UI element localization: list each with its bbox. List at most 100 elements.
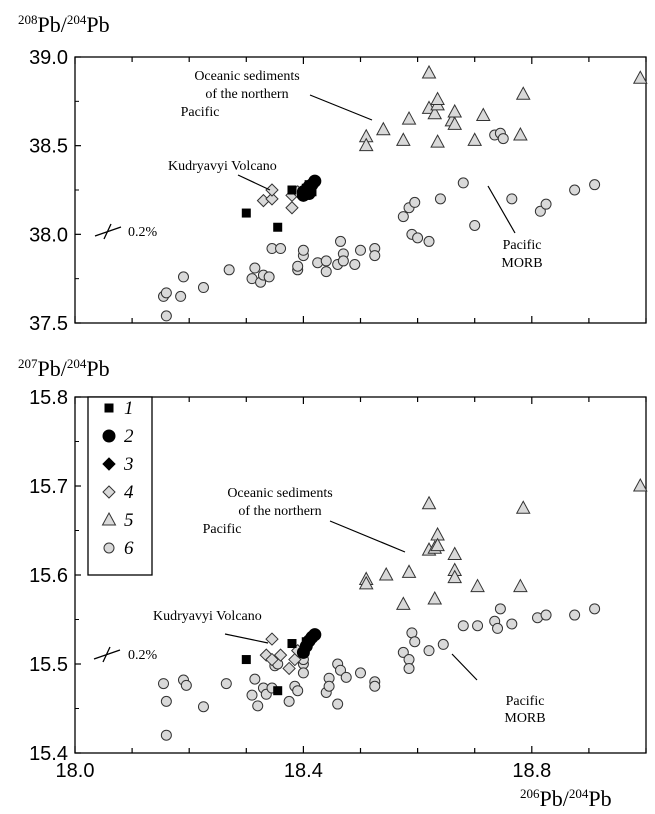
- top-point-series-5: [632, 70, 648, 84]
- bottom-point-series-5: [447, 546, 463, 561]
- bottom-point-series-5: [513, 578, 528, 593]
- top-annot-sediments-1: Oceanic sediments: [194, 69, 299, 84]
- top-point-series-5: [430, 134, 445, 148]
- bottom-point-series-6: [180, 679, 192, 691]
- bottom-point-series-6: [589, 603, 601, 615]
- top-point-series-6: [457, 177, 469, 189]
- top-point-series-6: [349, 258, 361, 270]
- bottom-point-series-6: [220, 678, 232, 690]
- bottom-point-series-6: [246, 689, 258, 701]
- bottom-point-series-6: [292, 685, 304, 697]
- top-point-series-5: [427, 105, 443, 120]
- bottom-point-series-6: [297, 667, 309, 679]
- bottom-point-series-5: [427, 590, 443, 605]
- top-point-series-6: [335, 235, 347, 247]
- bottom-panel: 207Pb/204Pb 15.4 15.5 15.6 15.7 15.8 18.0 18.…: [18, 356, 648, 811]
- top-point-series-6: [397, 211, 409, 223]
- bottom-annot-kudryavyi: Kudryavyi Volcano: [153, 609, 262, 624]
- top-point-series-5: [515, 86, 531, 100]
- bottom-point-series-6: [409, 636, 421, 648]
- bottom-point-series-6: [197, 701, 209, 713]
- bottom-point-series-6: [494, 603, 506, 615]
- bottom-point-series-6: [569, 609, 581, 621]
- legend-label-6: 6: [124, 538, 134, 559]
- bottom-error-bar-tick: [102, 646, 111, 663]
- top-point-series-6: [589, 179, 601, 191]
- legend-marker-5: [101, 511, 117, 526]
- top-point-series-1: [273, 222, 283, 232]
- top-point-series-6: [540, 198, 552, 210]
- top-annot-sediments-2: of the northern: [205, 87, 288, 102]
- bottom-point-series-5: [421, 495, 437, 510]
- legend-label-4: 4: [124, 482, 134, 503]
- bottom-annot-sediments-2: of the northern: [238, 504, 321, 519]
- top-point-series-6: [569, 184, 581, 196]
- top-point-series-4: [265, 192, 279, 206]
- bottom-point-series-6: [160, 695, 172, 707]
- bottom-point-series-6: [457, 620, 469, 632]
- top-ytick-label: 39.0: [29, 47, 68, 69]
- legend-label-3: 3: [123, 454, 134, 475]
- bottom-point-series-5: [447, 569, 463, 584]
- bottom-annot-morb-2: MORB: [504, 711, 545, 726]
- bottom-point-series-1: [273, 686, 283, 696]
- top-annot-sediments-3: Pacific: [181, 105, 220, 120]
- top-point-series-6: [197, 282, 209, 294]
- top-point-series-2: [308, 174, 322, 188]
- bottom-point-series-5: [378, 566, 394, 581]
- top-point-series-5: [421, 64, 437, 79]
- bottom-point-series-6: [355, 667, 366, 679]
- bottom-sediments-leader: [329, 520, 406, 553]
- x-axis-label: 206Pb/204Pb: [520, 786, 612, 811]
- bottom-point-series-5: [401, 564, 417, 578]
- bottom-plot-frame: [74, 396, 647, 754]
- top-point-series-6: [223, 264, 235, 276]
- top-point-series-5: [401, 111, 417, 125]
- top-plot-frame: [74, 56, 647, 324]
- top-point-series-6: [320, 255, 332, 267]
- top-point-series-5: [430, 91, 445, 106]
- bottom-point-series-5: [632, 477, 648, 492]
- top-point-series-6: [534, 205, 546, 217]
- bottom-point-series-6: [397, 646, 409, 658]
- bottom-point-series-5: [395, 596, 411, 610]
- bottom-point-series-6: [252, 700, 264, 712]
- bottom-annot-sediments-3: Pacific: [203, 522, 242, 537]
- bottom-point-series-6: [472, 620, 484, 632]
- bottom-point-series-6: [332, 698, 344, 710]
- bottom-point-series-6: [158, 678, 170, 690]
- bottom-point-series-4: [265, 652, 279, 667]
- top-error-label: 0.2%: [128, 225, 158, 240]
- legend-label-5: 5: [124, 510, 134, 531]
- top-point-series-6: [423, 235, 435, 247]
- legend-marker-1: [104, 403, 114, 413]
- legend-marker-4: [102, 485, 116, 499]
- bottom-morb-leader: [451, 653, 478, 681]
- bottom-point-series-4: [273, 648, 288, 662]
- top-point-series-1: [287, 185, 297, 195]
- top-point-series-6: [412, 232, 424, 244]
- top-point-series-5: [467, 132, 483, 146]
- legend-box: [87, 396, 153, 576]
- legend-marker-2: [102, 429, 116, 443]
- top-point-series-6: [337, 255, 349, 267]
- top-ytick-label: 38.5: [29, 136, 68, 158]
- top-y-axis-label: 208Pb/204Pb: [18, 12, 110, 37]
- bottom-point-series-6: [506, 618, 518, 630]
- top-point-series-6: [263, 271, 275, 283]
- top-point-series-6: [497, 133, 509, 145]
- top-point-series-6: [469, 219, 481, 231]
- top-annot-kudryavyi: Kudryavyi Volcano: [168, 159, 277, 174]
- bottom-point-series-6: [249, 673, 261, 685]
- bottom-point-series-5: [358, 575, 374, 590]
- bottom-point-series-6: [492, 622, 504, 634]
- bottom-point-series-6: [369, 680, 381, 692]
- bottom-ytick-label: 15.4: [29, 743, 68, 765]
- bottom-point-series-5: [515, 500, 531, 514]
- bottom-annot-morb-1: Pacific: [506, 694, 545, 709]
- top-point-series-4: [285, 201, 299, 215]
- bottom-ytick-label: 15.5: [29, 654, 68, 676]
- bottom-point-series-2: [308, 628, 322, 642]
- bottom-point-series-5: [470, 578, 485, 593]
- bottom-point-series-4: [265, 632, 279, 646]
